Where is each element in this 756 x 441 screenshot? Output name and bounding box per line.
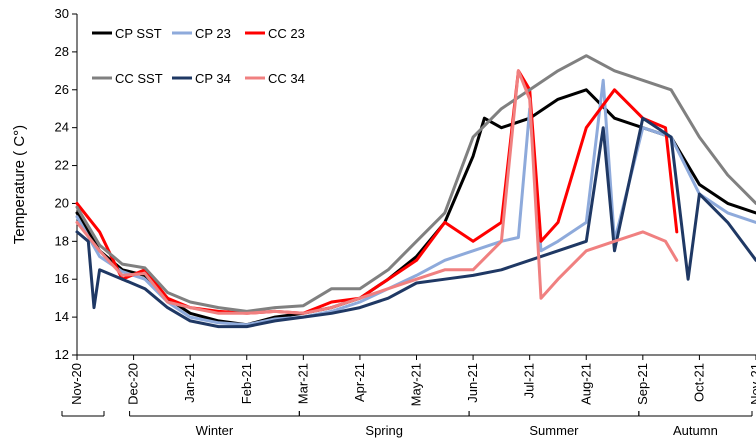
y-tick-label: 28 — [55, 44, 69, 59]
y-tick-label: 22 — [55, 158, 69, 173]
y-tick-label: 26 — [55, 82, 69, 97]
season-axis: Winter Spring Summer Autumn — [61, 411, 753, 438]
series-line-cp-34 — [75, 116, 756, 329]
season-label: Winter — [196, 423, 234, 438]
y-axis-title: Temperature ( C°) — [11, 125, 28, 244]
legend-label: CP SST — [115, 26, 162, 41]
series-line-cc-34 — [75, 69, 679, 315]
y-axis: 12 14 16 18 20 22 24 26 28 30 — [55, 6, 78, 362]
x-tick-label: Jul-21 — [522, 363, 537, 398]
y-tick-label: 16 — [55, 271, 69, 286]
season-label: Summer — [529, 423, 579, 438]
x-tick-label: Nov-21 — [748, 363, 756, 405]
legend-label: CP 34 — [195, 71, 231, 86]
x-tick-label: Jan-21 — [182, 363, 197, 403]
x-tick-label: Aug-21 — [578, 363, 593, 405]
x-axis: Nov-20 Dec-20 Jan-21 Feb-21 Mar-21 Apr-21 May-… — [69, 354, 756, 406]
x-tick-label: Nov-20 — [69, 363, 84, 405]
series-line-cc-sst — [75, 54, 756, 313]
x-tick-label: Dec-20 — [126, 363, 141, 405]
season-label: Spring — [365, 423, 403, 438]
legend: CP SST CP 23 CC 23 CC SST CP 34 CC 34 — [92, 26, 305, 86]
y-tick-label: 20 — [55, 195, 69, 210]
x-tick-label: May-21 — [409, 363, 424, 406]
y-tick-label: 14 — [55, 309, 69, 324]
season-label: Autumn — [673, 423, 718, 438]
series-lines — [75, 54, 756, 329]
y-tick-label: 30 — [55, 6, 69, 21]
legend-label: CC 23 — [268, 26, 305, 41]
x-tick-label: Feb-21 — [239, 363, 254, 404]
y-tick-label: 24 — [55, 120, 69, 135]
legend-label: CP 23 — [195, 26, 231, 41]
x-tick-label: Mar-21 — [295, 363, 310, 404]
x-tick-label: Oct-21 — [691, 363, 706, 402]
x-tick-label: Sep-21 — [635, 363, 650, 405]
legend-label: CC SST — [115, 71, 163, 86]
y-tick-label: 12 — [55, 347, 69, 362]
x-tick-label: Jun-21 — [465, 363, 480, 403]
legend-label: CC 34 — [268, 71, 305, 86]
series-line-cp-23 — [75, 78, 756, 327]
y-tick-label: 18 — [55, 233, 69, 248]
series-line-cc-23 — [75, 69, 679, 315]
x-tick-label: Apr-21 — [352, 363, 367, 402]
